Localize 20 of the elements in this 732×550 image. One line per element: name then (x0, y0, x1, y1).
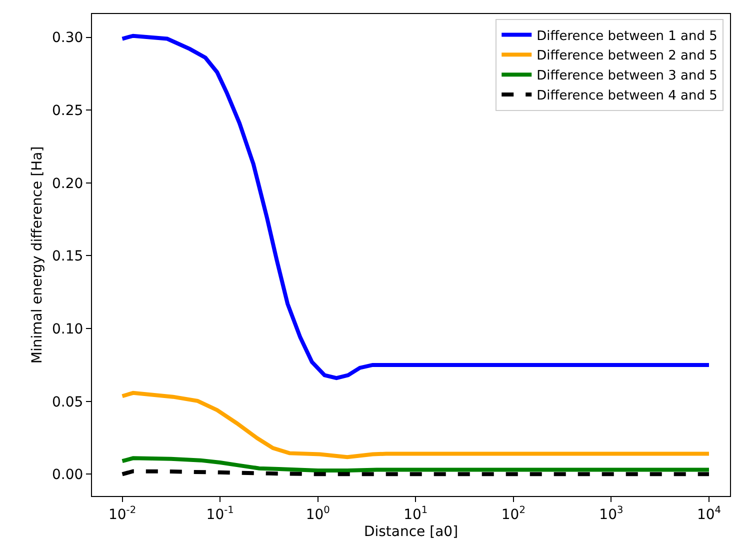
y-tick-label: 0.00 (52, 467, 84, 484)
y-tick-label: 0.20 (52, 176, 84, 192)
x-tick-label: 10$^{4}$ (696, 504, 722, 523)
legend-label: Difference between 1 and 5 (536, 28, 718, 44)
x-tick-label: 10$^{3}$ (599, 504, 624, 523)
x-tick-label: 10$^{1}$ (404, 504, 428, 523)
y-tick-label: 0.15 (52, 248, 84, 265)
y-tick-label: 0.10 (52, 321, 84, 338)
x-tick-label: 10$^{-2}$ (108, 504, 136, 523)
legend-label: Difference between 4 and 5 (536, 88, 718, 104)
y-tick-label: 0.30 (52, 30, 84, 46)
y-tick-label: 0.05 (52, 394, 84, 410)
legend-label: Difference between 3 and 5 (536, 68, 718, 84)
legend-label: Difference between 2 and 5 (536, 48, 718, 64)
x-tick-label: 10$^{2}$ (501, 504, 526, 523)
y-axis-title: Minimal energy difference [Ha] (30, 146, 46, 364)
x-tick-label: 10$^{0}$ (306, 504, 330, 523)
y-tick-label: 0.25 (52, 103, 84, 120)
x-tick-label: 10$^{-1}$ (206, 504, 234, 523)
x-axis-title: Distance [a0] (364, 524, 458, 540)
